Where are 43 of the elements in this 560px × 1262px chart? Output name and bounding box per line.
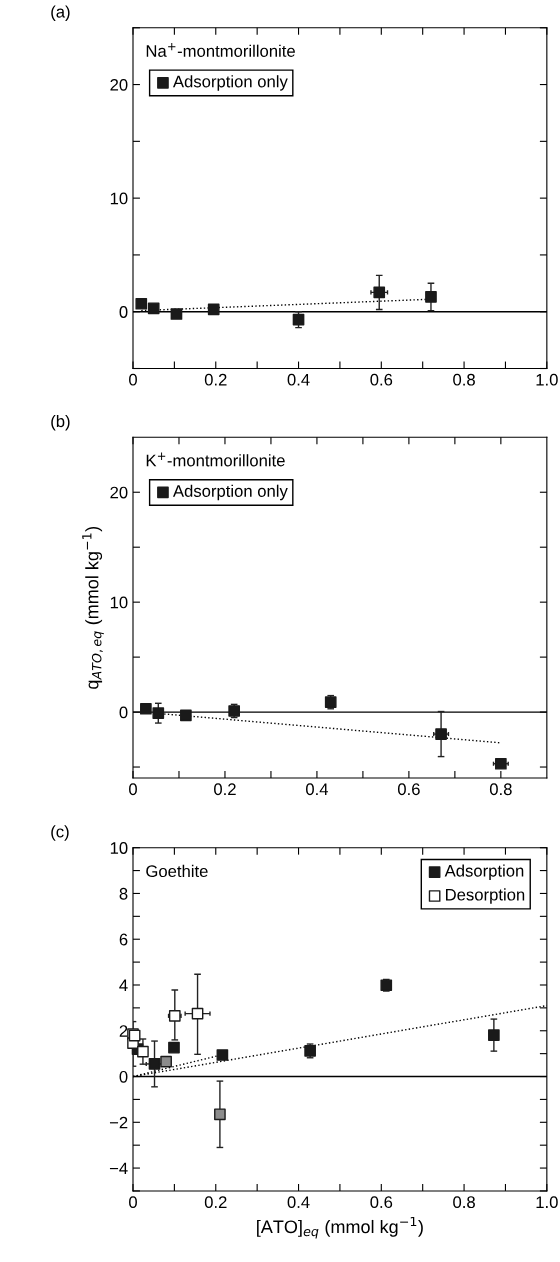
x-tick-label: 0.2	[214, 783, 236, 796]
y-tick-label: 6	[119, 933, 128, 946]
y-tick-label: −2	[109, 1116, 128, 1129]
x-tick-label: 0.4	[287, 373, 310, 386]
y-tick-label: 20	[110, 486, 128, 499]
y-tick-label: 10	[110, 596, 128, 609]
y-tick-label: 20	[110, 78, 128, 91]
x-tick-label: 0.4	[287, 1196, 310, 1209]
x-tick-label: 0.8	[453, 1196, 475, 1209]
y-tick-label: 0	[119, 706, 128, 719]
y-tick-label: −4	[109, 1162, 128, 1175]
x-tick-label: 0.2	[204, 373, 227, 386]
x-tick-label: 0.8	[453, 373, 475, 386]
x-tick-label: 0	[129, 1196, 137, 1209]
annotation: Goethite	[146, 864, 208, 878]
y-tick-label: 4	[119, 979, 128, 992]
x-tick-label: 0	[129, 783, 137, 796]
y-tick-label: 2	[119, 1025, 128, 1037]
legend-label: Adsorption only	[172, 75, 288, 91]
y-tick-label: 8	[119, 887, 128, 900]
legend-label: Desorption	[446, 888, 525, 904]
x-tick-label: 0.6	[397, 783, 420, 796]
x-axis-title: [ATO]$_{eq}$ (mmol kg$^{−1}$)	[257, 1216, 423, 1239]
legend-label: Adsorption	[444, 864, 524, 880]
x-tick-label: 0.2	[204, 1196, 227, 1209]
x-tick-label: 1.0	[536, 373, 558, 386]
x-tick-label: 0.6	[370, 373, 393, 386]
legend-label: Adsorption only	[172, 484, 288, 501]
chart-title: (c)	[51, 825, 69, 841]
y-tick-label: 10	[110, 842, 128, 854]
chart-title: (b)	[51, 414, 70, 431]
y-tick-label: 0	[119, 1070, 128, 1083]
x-tick-label: 1.0	[536, 1196, 558, 1209]
x-tick-label: 0.6	[370, 1196, 393, 1209]
y-tick-label: 10	[110, 192, 128, 205]
annotation: Na$^{+}$-montmorillonite	[146, 43, 295, 57]
x-tick-label: 0.8	[489, 783, 512, 796]
y-tick-label: 0	[119, 306, 128, 318]
chart-title: (a)	[51, 5, 70, 21]
annotation: K$^{+}$-montmorillonite	[146, 452, 285, 467]
x-tick-label: 0	[129, 373, 137, 386]
y-axis-title: q$_{ATO,eq}$ (mmol kg$^{−1}$)	[82, 526, 104, 689]
x-tick-label: 0.4	[306, 783, 329, 796]
